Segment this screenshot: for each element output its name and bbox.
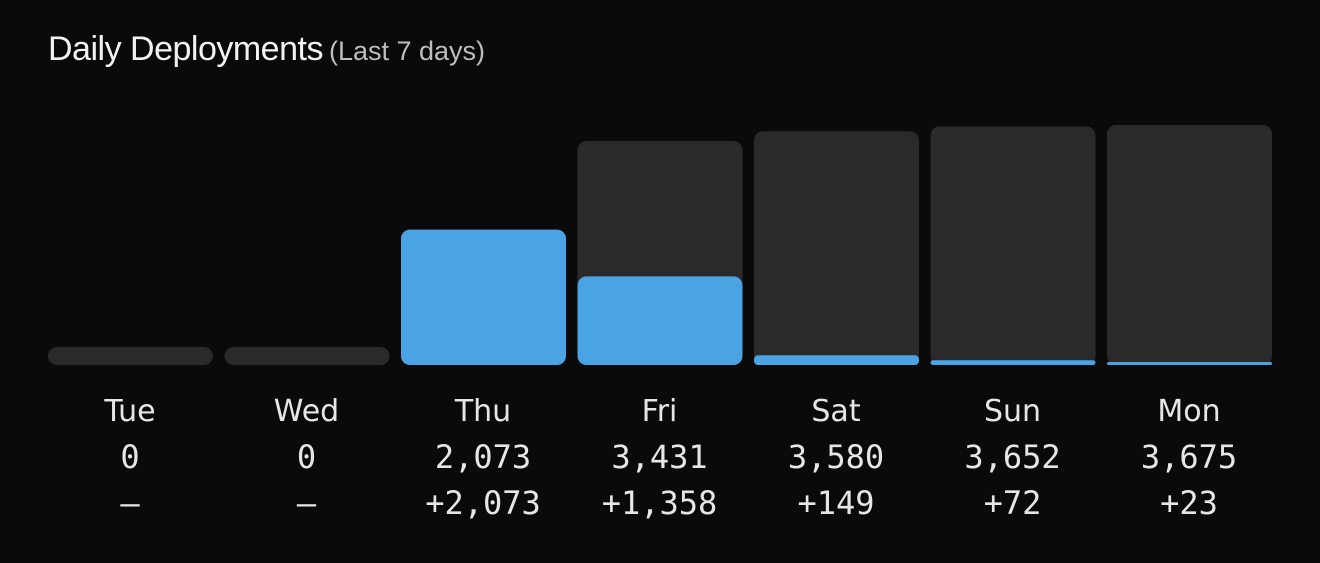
day-label: Tue xyxy=(104,394,156,429)
total-bar-sun xyxy=(930,126,1096,365)
total-value: 3,675 xyxy=(1140,438,1238,476)
chart-subtitle: (Last 7 days) xyxy=(328,36,486,66)
delta-bar-mon xyxy=(1107,362,1272,365)
column-sat: Sat 3,580 +149 xyxy=(754,390,918,526)
total-bar-mon xyxy=(1107,125,1272,365)
total-value: 3,580 xyxy=(787,438,885,476)
column-sun: Sun 3,652 +72 xyxy=(931,390,1095,526)
chart-title: Daily Deployments xyxy=(48,30,323,68)
total-value: 3,652 xyxy=(964,438,1061,476)
column-wed: Wed 0 — xyxy=(225,390,389,526)
delta-value: +149 xyxy=(797,484,875,522)
column-fri: Fri 3,431 +1,358 xyxy=(578,390,742,526)
delta-bar-sun xyxy=(930,360,1096,365)
delta-value: +2,073 xyxy=(425,484,541,522)
delta-value: — xyxy=(120,484,140,522)
delta-bar-thu xyxy=(401,229,566,365)
bar-chart xyxy=(48,125,1272,365)
total-value: 3,431 xyxy=(611,438,708,476)
delta-value: +1,358 xyxy=(601,484,718,522)
day-label: Mon xyxy=(1157,394,1221,429)
total-bar-tue xyxy=(48,347,213,365)
delta-value: — xyxy=(296,484,317,522)
chart-header: Daily Deployments (Last 7 days) xyxy=(48,30,485,69)
column-mon: Mon 3,675 +23 xyxy=(1107,390,1271,526)
day-label: Wed xyxy=(273,394,340,429)
day-label: Sat xyxy=(811,394,861,429)
day-label: Thu xyxy=(454,394,512,429)
delta-value: +72 xyxy=(983,484,1042,522)
column-thu: Thu 2,073 +2,073 xyxy=(401,390,565,526)
delta-bar-sat xyxy=(754,355,919,365)
day-label: Sun xyxy=(983,394,1042,429)
total-value: 0 xyxy=(120,438,140,476)
total-value: 2,073 xyxy=(434,438,532,476)
total-bar-sat xyxy=(754,131,919,365)
total-bar-wed xyxy=(224,347,390,365)
delta-bar-fri xyxy=(577,276,743,365)
column-tue: Tue 0 — xyxy=(48,390,212,526)
total-value: 0 xyxy=(296,438,317,476)
column-labels: Tue 0 — Wed 0 — Thu 2,073 +2,073 Fri 3,431 +1,358 Sa… xyxy=(0,390,1320,540)
day-label: Fri xyxy=(641,394,678,429)
delta-value: +23 xyxy=(1160,484,1218,522)
